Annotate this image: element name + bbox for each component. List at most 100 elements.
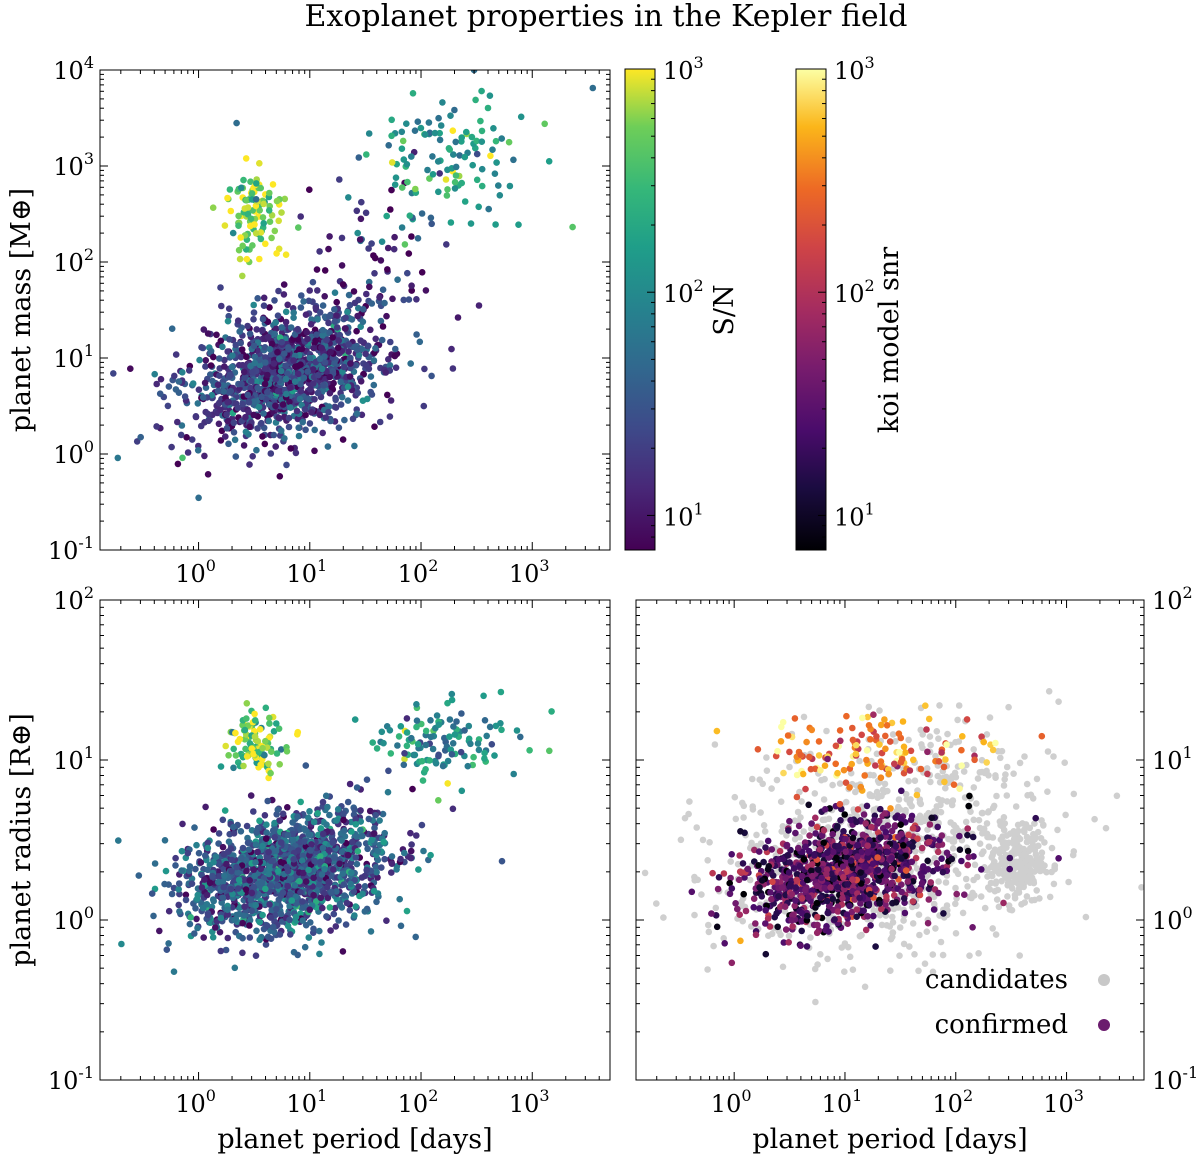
x-tick-label: 101	[286, 1086, 327, 1118]
data-point	[434, 158, 442, 165]
data-point	[458, 787, 466, 795]
data-point	[325, 878, 333, 886]
data-point	[245, 846, 253, 853]
data-point	[299, 904, 307, 911]
data-point	[194, 924, 201, 932]
data-point	[786, 763, 793, 771]
data-point	[199, 394, 207, 401]
data-point	[959, 909, 967, 917]
data-point	[179, 820, 186, 828]
data-point	[226, 336, 233, 343]
data-point	[189, 380, 197, 387]
data-point	[346, 780, 354, 788]
data-point	[135, 872, 143, 879]
data-point	[297, 798, 305, 806]
data-point	[340, 816, 347, 824]
data-point	[976, 840, 984, 847]
data-point	[335, 917, 342, 924]
data-point	[275, 414, 283, 422]
data-point	[844, 920, 851, 927]
x-tick-label: 102	[398, 1086, 439, 1118]
data-point	[900, 940, 908, 948]
data-point	[969, 889, 976, 897]
data-point	[292, 913, 300, 921]
data-point	[992, 880, 999, 887]
data-point	[157, 375, 165, 383]
data-point	[980, 825, 988, 833]
data-point	[274, 806, 282, 813]
data-point	[325, 847, 333, 854]
data-point	[285, 423, 293, 431]
y-tick-label: 104	[53, 53, 94, 85]
data-point	[414, 740, 422, 748]
data-point	[401, 241, 409, 248]
data-point	[242, 428, 250, 436]
data-point	[421, 365, 428, 373]
data-point	[841, 811, 848, 818]
data-point	[821, 775, 828, 783]
data-point	[302, 311, 310, 319]
data-point	[365, 245, 372, 252]
data-point	[451, 178, 459, 186]
data-point	[408, 233, 415, 240]
data-point	[151, 860, 159, 867]
data-point	[222, 742, 229, 750]
data-point	[414, 118, 422, 125]
data-point	[239, 844, 247, 852]
data-point	[225, 838, 233, 845]
data-point	[383, 917, 390, 924]
data-point	[310, 874, 317, 882]
data-point	[449, 365, 457, 372]
data-point	[386, 727, 394, 734]
data-point	[216, 355, 223, 362]
data-point	[272, 325, 280, 333]
data-point	[973, 800, 980, 807]
data-point	[319, 429, 327, 437]
data-point	[216, 372, 223, 380]
data-point	[353, 327, 360, 335]
data-point	[253, 326, 260, 333]
data-point	[215, 420, 223, 428]
data-point	[964, 847, 972, 855]
data-point	[753, 831, 760, 839]
data-point	[365, 365, 373, 373]
data-point	[240, 762, 247, 770]
data-point	[265, 760, 272, 768]
data-point	[259, 842, 266, 850]
data-point	[297, 361, 304, 369]
data-point	[350, 888, 358, 895]
data-point	[249, 242, 256, 249]
data-point	[378, 864, 385, 871]
data-point	[368, 836, 375, 844]
data-point	[881, 780, 889, 788]
data-point	[278, 209, 285, 216]
data-point	[452, 172, 460, 179]
data-point	[331, 904, 339, 912]
data-point	[294, 731, 301, 738]
data-point	[424, 166, 431, 174]
data-point	[262, 354, 269, 361]
data-point	[372, 335, 380, 343]
data-point	[342, 921, 350, 928]
data-point	[299, 852, 307, 860]
data-point	[247, 215, 255, 222]
data-point	[262, 835, 270, 842]
data-point	[198, 344, 205, 351]
data-point	[317, 853, 324, 860]
data-point	[796, 788, 803, 796]
data-point	[340, 881, 348, 888]
data-point	[427, 851, 434, 859]
data-point	[413, 832, 420, 839]
data-point	[381, 855, 388, 863]
data-point	[1009, 839, 1017, 847]
data-point	[312, 898, 320, 905]
data-point	[307, 321, 315, 328]
data-point	[250, 398, 258, 405]
data-point	[978, 809, 986, 817]
data-point	[319, 798, 327, 806]
data-point	[943, 902, 951, 909]
axis-ticks	[100, 599, 611, 1081]
data-point	[299, 917, 307, 924]
data-point	[1026, 879, 1034, 886]
data-point	[1020, 850, 1028, 858]
